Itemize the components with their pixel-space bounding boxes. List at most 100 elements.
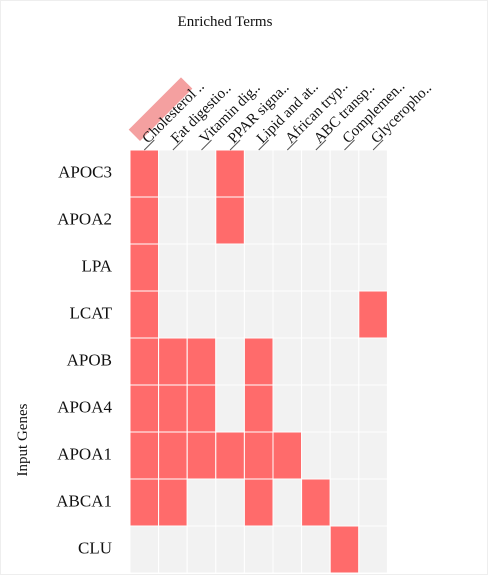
cell [186,290,217,339]
cell [272,243,303,292]
cell [215,196,245,245]
cell [243,384,274,433]
cell [272,478,303,527]
row-label: CLU [78,538,112,557]
cell [186,243,217,292]
row-label: ABCA1 [56,491,112,510]
cell [358,149,388,198]
cell [358,196,388,245]
cell [329,431,360,480]
cell [129,337,160,386]
cell [329,478,360,527]
cell [358,431,388,480]
cell [158,384,188,433]
cell [358,384,388,433]
cell [329,290,360,339]
cell [272,290,303,339]
column-tick [143,139,155,151]
cell [243,431,274,480]
cell [158,431,188,480]
cell [301,290,331,339]
cell [358,525,388,574]
cell [358,290,388,339]
cell [301,243,331,292]
cell [129,478,160,527]
cell [301,478,331,527]
cell [158,337,188,386]
column-tick [258,139,270,151]
row-label: LCAT [70,303,113,322]
cell [129,525,160,574]
cell [329,337,360,386]
cell [215,384,245,433]
cell [243,478,274,527]
cell [215,525,245,574]
term-highlight [128,77,193,141]
row-label: APOC3 [58,162,112,181]
cell [358,243,388,292]
cell [329,243,360,292]
row-label: APOA4 [57,397,112,416]
cell [186,196,217,245]
cell [358,478,388,527]
cell [301,337,331,386]
cell [129,149,160,198]
cell [215,431,245,480]
row-label: APOA2 [57,209,112,228]
row-label: LPA [81,256,112,275]
row-label: APOA1 [57,444,112,463]
cell [243,243,274,292]
cell [158,290,188,339]
cell [301,149,331,198]
cell [243,525,274,574]
cell [158,243,188,292]
cell [272,337,303,386]
cell [186,384,217,433]
cell [272,384,303,433]
cell [329,384,360,433]
cell [272,149,303,198]
cell [186,478,217,527]
cell [329,525,360,574]
column-tick [201,139,212,151]
cell [158,525,188,574]
cell [243,149,274,198]
cell [272,431,303,480]
cell [301,196,331,245]
cell [243,196,274,245]
cell [243,290,274,339]
column-tick [372,139,384,151]
cell [329,196,360,245]
cell [129,431,160,480]
cell [358,337,388,386]
chart-title: Enriched Terms [178,14,273,30]
cell [215,290,245,339]
row-label: APOB [67,350,112,369]
column-tick [229,139,241,151]
cell [301,384,331,433]
cell [129,290,160,339]
cell [186,337,217,386]
cell [158,478,188,527]
cell [272,525,303,574]
cell [129,196,160,245]
cell [243,337,274,386]
cell [215,337,245,386]
column-tick [286,139,298,151]
cell [186,149,217,198]
cell [186,431,217,480]
column-tick [172,139,184,151]
cell [129,243,160,292]
cell [329,149,360,198]
y-axis-label: Input Genes [15,403,31,476]
column-tick [344,139,355,151]
cell [158,149,188,198]
cell [215,243,245,292]
column-tick [315,139,327,151]
cell [301,431,331,480]
cell [272,196,303,245]
cell [129,384,160,433]
cell [215,149,245,198]
cell [215,478,245,527]
